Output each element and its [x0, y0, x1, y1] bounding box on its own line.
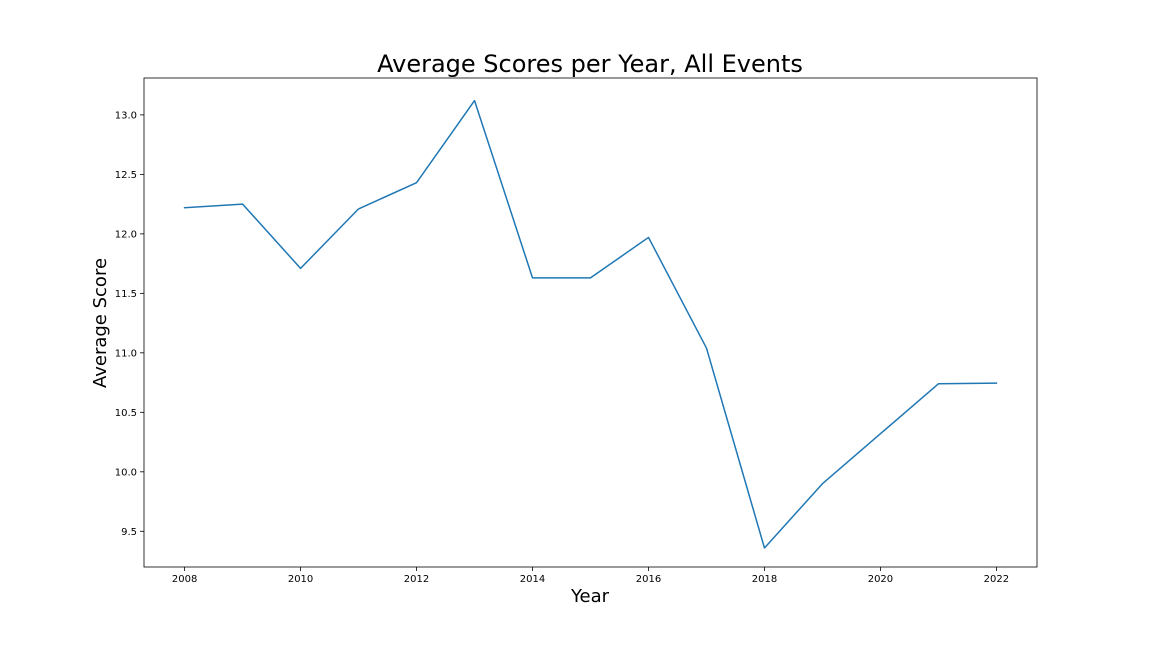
y-tick-label: 10.0 [115, 467, 137, 478]
y-tick-label: 12.0 [115, 229, 137, 240]
y-tick-label: 13.0 [115, 110, 137, 121]
x-tick-label: 2008 [172, 574, 197, 585]
plot-frame [143, 77, 1038, 568]
y-tick-label: 10.5 [115, 408, 137, 419]
x-tick-label: 2010 [288, 574, 313, 585]
x-axis-label: Year [570, 586, 610, 607]
plot-area: 2008 2010 2012 2014 2016 2018 2020 2022 9.5 10.0 1… [115, 77, 1038, 585]
y-tick-label: 11.5 [115, 289, 137, 300]
x-tick-label: 2022 [984, 574, 1009, 585]
x-tick-label: 2012 [404, 574, 429, 585]
chart-title: Average Scores per Year, All Events [377, 50, 803, 78]
x-tick-label: 2020 [868, 574, 893, 585]
y-axis-label: Average Score [90, 258, 111, 388]
y-tick-label: 9.5 [121, 527, 137, 538]
y-tick-label: 12.5 [115, 170, 137, 181]
x-tick-label: 2018 [752, 574, 777, 585]
x-tick-label: 2016 [636, 574, 661, 585]
y-tick-label: 11.0 [115, 348, 137, 359]
x-tick-label: 2014 [520, 574, 545, 585]
series-line-0 [183, 99, 998, 549]
